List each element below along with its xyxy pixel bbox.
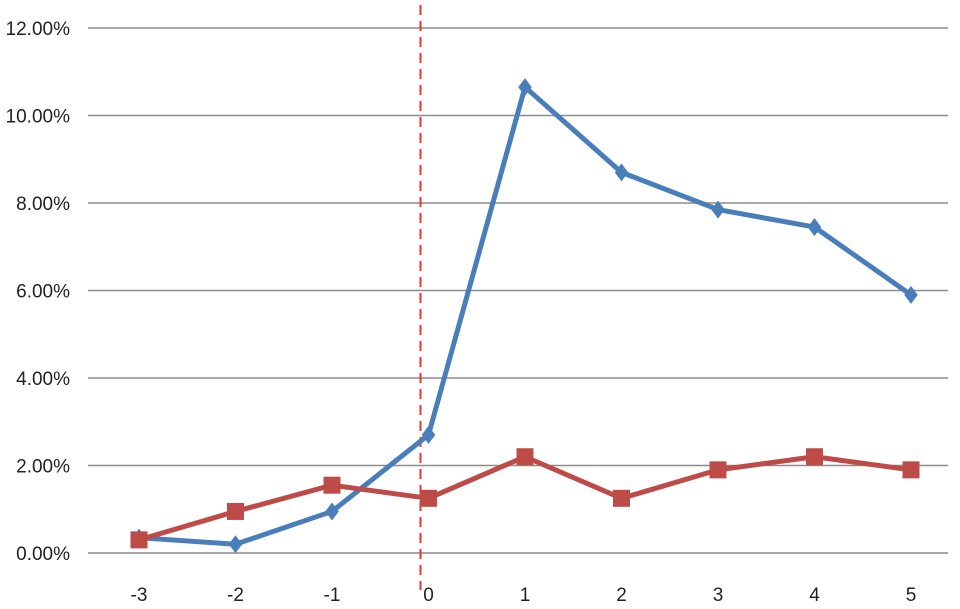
y-axis-tick-labels: 0.00% 2.00% 4.00% 6.00% 8.00% 10.00% 12.00% xyxy=(6,19,71,565)
series-2-point xyxy=(709,461,727,479)
x-tick-label: 0 xyxy=(423,585,434,606)
series-2-point xyxy=(323,476,341,494)
y-tick-label: 12.00% xyxy=(6,19,71,40)
series-1-point xyxy=(807,218,822,237)
series-2-point xyxy=(902,461,920,479)
series-2 xyxy=(130,448,920,549)
x-tick-label: -2 xyxy=(227,585,244,606)
x-tick-label: -3 xyxy=(131,585,148,606)
y-tick-label: 10.00% xyxy=(6,107,71,128)
y-tick-label: 4.00% xyxy=(16,369,70,390)
series-1-point xyxy=(614,163,629,182)
series-1-point xyxy=(325,502,339,521)
series-1-point xyxy=(904,285,918,304)
series-2-line xyxy=(136,454,914,543)
series-2-point xyxy=(420,489,437,507)
x-tick-label: 3 xyxy=(713,585,724,606)
y-tick-label: 8.00% xyxy=(16,194,70,215)
series-1-point xyxy=(228,535,243,554)
series-1 xyxy=(132,78,918,554)
series-1-point xyxy=(711,200,725,219)
series-1-point xyxy=(518,78,532,97)
x-axis-tick-labels: -3 -2 -1 0 1 2 3 4 5 xyxy=(131,585,917,606)
y-tick-label: 0.00% xyxy=(16,544,70,565)
x-tick-label: 1 xyxy=(520,585,531,606)
x-tick-label: 5 xyxy=(906,585,917,606)
series-1-point xyxy=(421,425,436,444)
series-2-point xyxy=(613,489,630,507)
series-1-line xyxy=(136,84,914,547)
series-2-point xyxy=(806,448,823,466)
series-2-point xyxy=(130,531,148,549)
x-tick-label: 2 xyxy=(616,585,627,606)
series-group xyxy=(130,78,920,554)
series-2-point xyxy=(516,448,534,466)
y-tick-label: 2.00% xyxy=(16,457,70,478)
x-tick-label: -1 xyxy=(324,585,341,606)
y-tick-label: 6.00% xyxy=(16,282,70,303)
x-tick-label: 4 xyxy=(809,585,820,606)
series-2-point xyxy=(227,502,244,520)
